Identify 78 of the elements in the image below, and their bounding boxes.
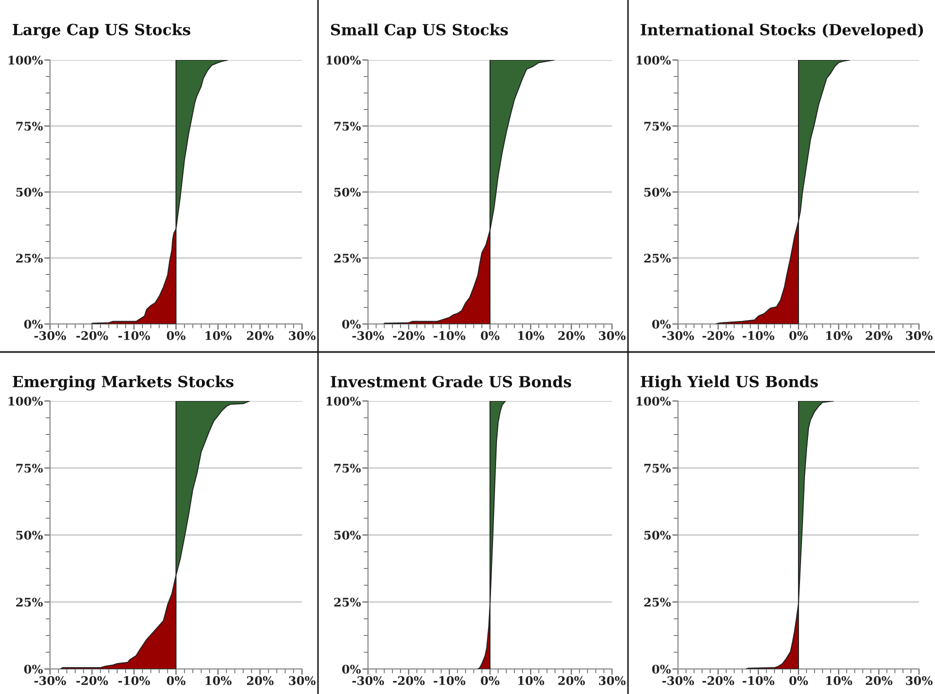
- x-tick-label: 0%: [789, 331, 808, 340]
- x-tick-label: -30%: [662, 676, 694, 686]
- x-tick-label: 10%: [518, 331, 544, 340]
- x-tick-label: 20%: [866, 676, 892, 686]
- x-tick-label: -10%: [434, 331, 466, 340]
- chart-title: Emerging Markets Stocks: [12, 376, 234, 390]
- x-tick-label: 30%: [906, 676, 933, 686]
- x-tick-label: 20%: [866, 331, 892, 340]
- x-tick-label: 0%: [480, 676, 500, 686]
- x-tick-label: 0%: [166, 676, 186, 686]
- x-tick-label: -10%: [742, 331, 774, 340]
- x-tick-label: 10%: [518, 676, 544, 686]
- y-tick-label: 0%: [24, 320, 43, 329]
- y-tick-label: 25%: [644, 254, 671, 263]
- x-tick-label: 20%: [558, 331, 585, 340]
- x-tick-label: -10%: [742, 676, 774, 686]
- y-tick-label: 25%: [644, 598, 671, 607]
- y-tick-label: 0%: [652, 320, 671, 329]
- x-tick-label: 0%: [789, 676, 808, 686]
- y-tick-label: 100%: [636, 396, 671, 406]
- x-tick-label: -20%: [76, 331, 108, 340]
- x-tick-label: 20%: [558, 676, 585, 686]
- chart-title: High Yield US Bonds: [640, 376, 818, 390]
- x-tick-label: 30%: [906, 331, 933, 340]
- y-tick-label: 0%: [652, 664, 671, 674]
- y-tick-label: 0%: [342, 664, 361, 674]
- x-tick-label: 10%: [206, 676, 232, 686]
- x-tick-label: -20%: [702, 676, 734, 686]
- x-tick-label: 20%: [246, 676, 274, 686]
- y-tick-label: 50%: [334, 188, 361, 197]
- x-tick-label: -10%: [118, 331, 150, 340]
- y-tick-label: 75%: [16, 464, 43, 473]
- y-tick-label: 0%: [24, 664, 43, 674]
- y-tick-label: 75%: [644, 464, 671, 473]
- x-tick-label: -30%: [352, 331, 384, 340]
- chart-title: Investment Grade US Bonds: [330, 376, 572, 388]
- x-tick-label: -20%: [76, 676, 108, 686]
- x-tick-label: -30%: [352, 676, 384, 686]
- x-tick-label: -20%: [393, 676, 425, 686]
- y-tick-label: 0%: [342, 320, 361, 329]
- x-tick-label: 10%: [826, 676, 852, 686]
- y-tick-label: 100%: [8, 56, 43, 65]
- y-tick-label: 75%: [334, 464, 361, 473]
- y-tick-label: 100%: [326, 396, 361, 406]
- x-tick-label: -20%: [702, 331, 734, 340]
- y-tick-label: 50%: [644, 530, 671, 540]
- y-tick-label: 75%: [334, 122, 361, 131]
- y-tick-label: 100%: [8, 396, 43, 406]
- x-tick-label: -30%: [662, 331, 694, 340]
- x-tick-label: -10%: [434, 676, 466, 686]
- x-tick-label: 30%: [599, 676, 626, 686]
- x-tick-label: 30%: [289, 331, 316, 340]
- chart-title: Small Cap US Stocks: [331, 24, 508, 38]
- y-tick-label: 50%: [644, 188, 671, 197]
- x-tick-label: 10%: [206, 331, 232, 340]
- y-tick-label: 100%: [636, 56, 671, 65]
- y-tick-label: 100%: [326, 56, 361, 65]
- x-tick-label: 30%: [289, 676, 316, 686]
- x-tick-label: 20%: [246, 331, 274, 340]
- x-tick-label: 0%: [166, 331, 186, 340]
- y-tick-label: 50%: [334, 530, 361, 540]
- x-tick-label: -30%: [34, 676, 66, 686]
- x-tick-label: 0%: [480, 331, 500, 340]
- y-tick-label: 50%: [16, 188, 43, 197]
- x-tick-label: -10%: [118, 676, 150, 686]
- y-tick-label: 75%: [16, 122, 43, 131]
- y-tick-label: 75%: [644, 122, 671, 131]
- chart-title: Large Cap US Stocks: [12, 24, 190, 38]
- y-tick-label: 50%: [16, 530, 43, 540]
- y-tick-label: 25%: [16, 598, 43, 607]
- y-tick-label: 25%: [334, 598, 361, 607]
- x-tick-label: -30%: [34, 331, 66, 340]
- x-tick-label: -20%: [393, 331, 425, 340]
- y-tick-label: 25%: [16, 254, 43, 263]
- chart-title: International Stocks (Developed): [640, 24, 924, 38]
- x-tick-label: 30%: [599, 331, 626, 340]
- y-tick-label: 25%: [334, 254, 361, 263]
- x-tick-label: 10%: [826, 331, 852, 340]
